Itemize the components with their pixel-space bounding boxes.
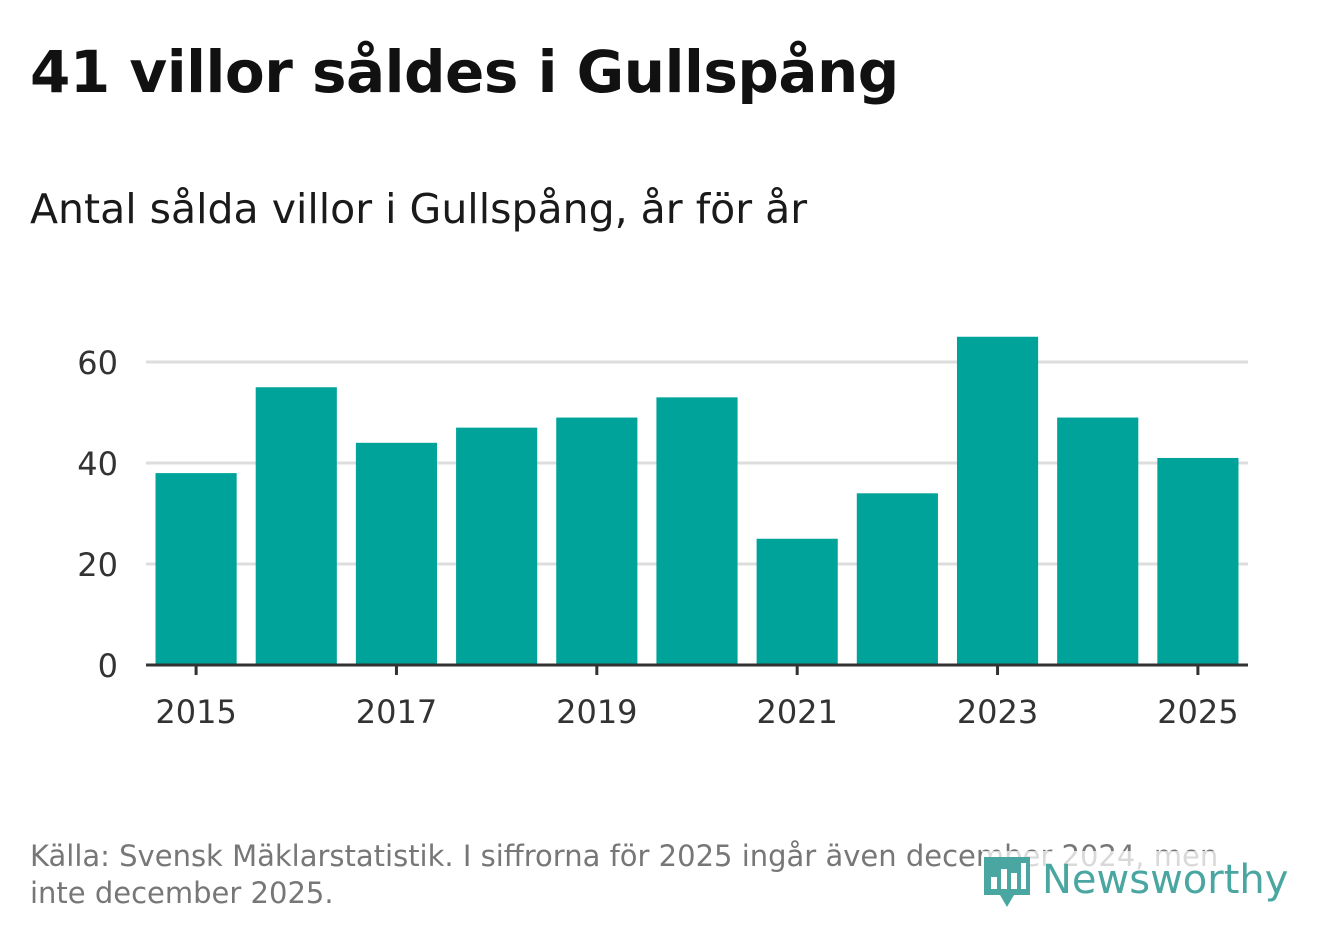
y-tick-label-0: 0	[98, 647, 118, 685]
x-tick-label-2025: 2025	[1157, 693, 1238, 731]
bar-2019	[556, 417, 638, 665]
bar-2022	[856, 493, 938, 665]
y-tick-label-40: 40	[77, 445, 118, 483]
bar-2021	[756, 538, 838, 665]
x-tick-label-2017: 2017	[356, 693, 437, 731]
chart-subtitle: Antal sålda villor i Gullspång, år för å…	[30, 185, 808, 233]
chart-title: 41 villor såldes i Gullspång	[30, 38, 899, 106]
bar-2024	[1057, 417, 1139, 665]
bar-chart: 0 20 40 60 2015 2017 2019 2021 2023 2025	[77, 336, 1248, 731]
x-tick-label-2023: 2023	[957, 693, 1038, 731]
y-tick-label-60: 60	[77, 344, 118, 382]
x-tick-label-2021: 2021	[756, 693, 837, 731]
logo-text: Newsworthy	[1042, 857, 1289, 903]
x-tick-label-2019: 2019	[556, 693, 637, 731]
bar-2018	[456, 427, 538, 665]
bar-2015	[155, 473, 237, 665]
bar-2020	[656, 397, 738, 665]
bar-2025	[1157, 457, 1239, 665]
y-tick-label-20: 20	[77, 546, 118, 584]
x-tick-label-2015: 2015	[155, 693, 236, 731]
bar-2017	[355, 442, 438, 665]
bar-2016	[255, 387, 337, 665]
newsworthy-logo-icon	[984, 857, 1030, 907]
newsworthy-logo: Newsworthy	[982, 851, 1289, 909]
bar-2023	[956, 336, 1039, 665]
